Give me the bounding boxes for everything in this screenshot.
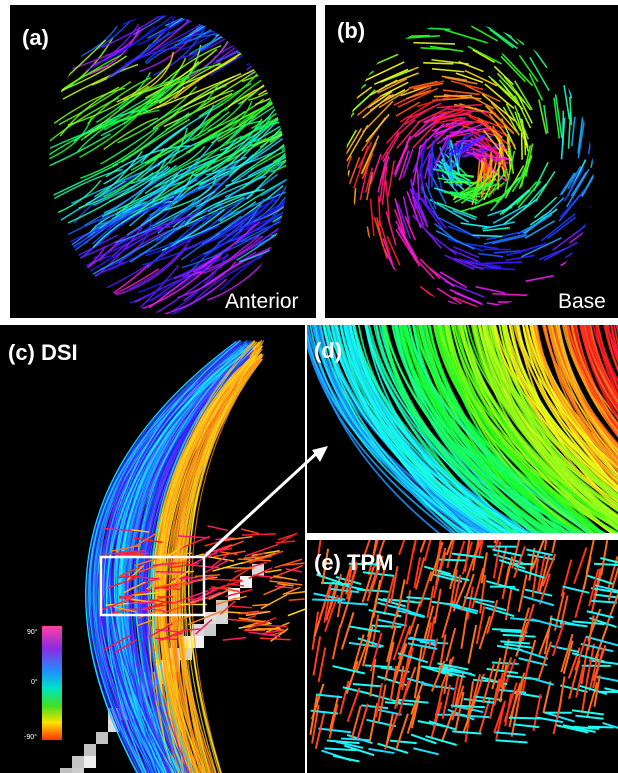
colorbar-tick: 90°: [27, 628, 38, 636]
fiber: [120, 551, 146, 552]
fiber: [84, 756, 96, 768]
fiber: [72, 768, 84, 773]
fiber: [216, 612, 228, 624]
fiber: [72, 756, 84, 768]
colorbar-tick: 0°: [31, 678, 38, 686]
fiber: [423, 63, 453, 64]
panel-caption: Base: [558, 290, 606, 313]
fiber: [438, 559, 468, 560]
figure: 90° 0° -90° (a) Anterior (b) Base (c) DS…: [0, 0, 618, 773]
fiber: [522, 132, 523, 159]
fiber: [312, 600, 342, 601]
fiber: [223, 568, 254, 569]
fiber: [84, 744, 96, 756]
panel-caption: Anterior: [225, 290, 299, 313]
fiber: [509, 718, 541, 719]
panel-label: (d): [314, 338, 342, 363]
colorbar: [42, 626, 62, 740]
panel-label: (c) DSI: [8, 340, 78, 365]
colorbar-tick: -90°: [24, 733, 37, 741]
panel-label: (e) TPM: [314, 550, 393, 575]
panel-label: (a): [22, 25, 49, 50]
panel-label: (b): [337, 18, 365, 43]
fiber: [96, 732, 108, 744]
fiber: [481, 158, 482, 184]
fiber: [60, 768, 72, 773]
